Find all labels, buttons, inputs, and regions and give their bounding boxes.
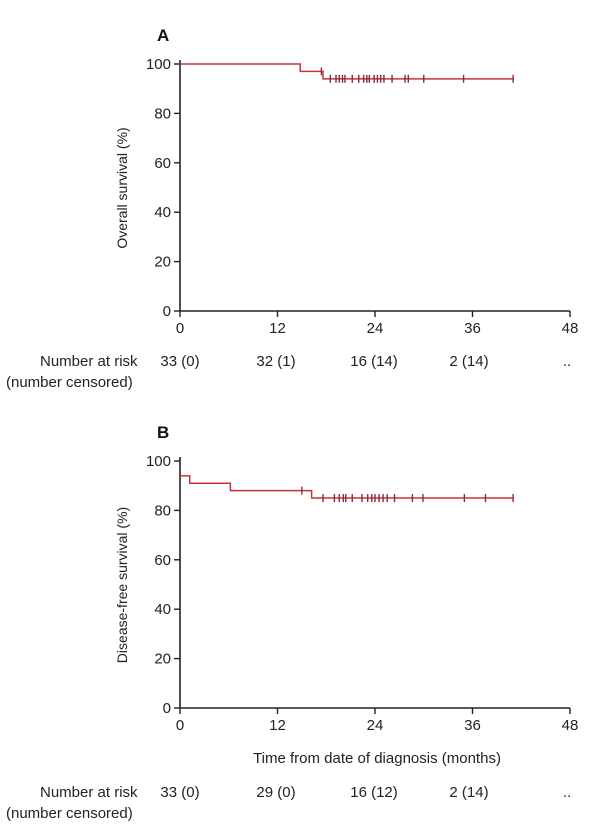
x-tick-label: 24 [367,320,384,337]
x-tick-label: 36 [464,717,481,734]
x-tick-label: 36 [464,320,481,337]
y-tick-label: 20 [154,651,171,668]
y-tick-label: 40 [154,601,171,618]
x-tick-label: 0 [176,717,184,734]
panel-b-xlabel: Time from date of diagnosis (months) [253,750,501,767]
x-tick-label: 48 [562,320,579,337]
risk-value: 33 (0) [160,784,199,801]
y-tick-label: 100 [146,56,171,73]
survival-curve [180,475,514,499]
risk-value: 16 (12) [350,784,398,801]
panel-b-risk-table: Number at risk (number censored) 33 (0) … [6,784,571,822]
survival-curve [180,63,514,80]
panel-b-plot-area: 0 20 40 60 80 100 0 12 24 36 48 [146,453,578,734]
x-tick-label: 0 [176,320,184,337]
y-tick-label: 40 [154,204,171,221]
risk-label-line1: Number at risk [40,353,138,370]
panel-a-ylabel: Overall survival (%) [114,127,130,248]
risk-value: .. [563,784,571,801]
risk-value: 32 (1) [256,353,295,370]
risk-label-line2: (number censored) [6,374,133,391]
risk-value: .. [563,353,571,370]
y-tick-label: 0 [163,303,171,320]
y-tick-label: 80 [154,105,171,122]
panel-a-label: A [157,26,169,45]
y-tick-label: 60 [154,552,171,569]
y-tick-label: 80 [154,502,171,519]
panel-a: A Overall survival (%) 0 20 40 60 80 100 0 12 24… [6,26,578,391]
risk-label-line2: (number censored) [6,805,133,822]
x-tick-label: 24 [367,717,384,734]
risk-label-line1: Number at risk [40,784,138,801]
y-tick-label: 20 [154,254,171,271]
risk-value: 33 (0) [160,353,199,370]
panel-a-risk-table: Number at risk (number censored) 33 (0) … [6,353,571,391]
y-tick-label: 60 [154,155,171,172]
panel-a-plot-area: 0 20 40 60 80 100 0 12 24 36 48 [146,56,578,337]
risk-value: 2 (14) [449,784,488,801]
panel-b-ylabel: Disease-free survival (%) [114,507,130,663]
x-tick-label: 12 [269,320,286,337]
y-tick-label: 0 [163,700,171,717]
risk-value: 2 (14) [449,353,488,370]
risk-value: 16 (14) [350,353,398,370]
x-tick-label: 12 [269,717,286,734]
panel-b-label: B [157,423,169,442]
y-tick-label: 100 [146,453,171,470]
risk-value: 29 (0) [256,784,295,801]
panel-b: B Disease-free survival (%) 0 20 40 60 80 100… [6,423,578,822]
x-tick-label: 48 [562,717,579,734]
